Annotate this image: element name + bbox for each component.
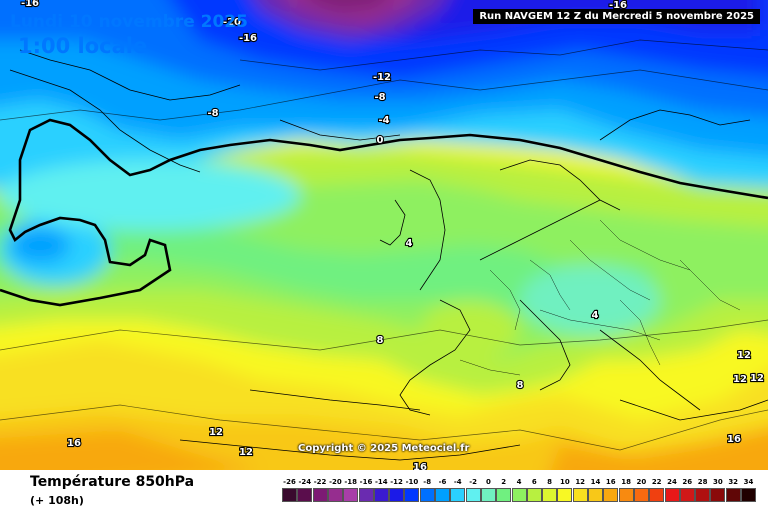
legend-color-swatch	[480, 488, 496, 502]
legend-tick-label: 6	[531, 478, 537, 486]
legend-tick-label: 0	[485, 478, 491, 486]
legend-color-swatch	[312, 488, 328, 502]
legend-tick-label: -4	[453, 478, 462, 486]
legend-tick-label: -20	[329, 478, 342, 486]
legend-tick-label: -18	[344, 478, 358, 486]
legend-color-swatch	[618, 488, 634, 502]
legend-color-swatch	[741, 488, 756, 502]
legend-tick-label: 20	[636, 478, 647, 486]
legend-color-swatch	[603, 488, 619, 502]
legend-color-swatch	[373, 488, 389, 502]
legend-tick-label: 14	[590, 478, 601, 486]
isotherm-label: 4	[592, 310, 599, 321]
isotherm-label: -16	[21, 0, 39, 9]
legend-tick-label: 24	[667, 478, 677, 486]
isotherm-label: 12	[737, 350, 751, 361]
lead-time: (+ 108h)	[30, 494, 84, 507]
legend-tick-label: 30	[713, 478, 723, 486]
isotherm-label: 16	[67, 438, 81, 449]
isotherm-lines	[0, 39, 768, 451]
country-borders	[459, 219, 741, 376]
legend-color-swatch	[725, 488, 741, 502]
isotherm-label: -4	[378, 115, 389, 126]
legend-color-swatch	[664, 488, 680, 502]
legend-color-swatch	[695, 488, 711, 502]
legend-tick-label: -10	[405, 478, 419, 486]
legend-color-swatch	[404, 488, 420, 502]
legend-color-swatch	[419, 488, 435, 502]
legend-color-swatch	[679, 488, 695, 502]
legend-color-swatch	[649, 488, 665, 502]
legend-color-swatch	[572, 488, 588, 502]
legend-color-swatch	[465, 488, 481, 502]
isotherm-label: 16	[413, 462, 427, 470]
isotherm-label: 12	[239, 447, 253, 458]
isotherm-label: 8	[517, 380, 524, 391]
legend-tick-label: -12	[390, 478, 403, 486]
legend-color-swatch	[633, 488, 649, 502]
isotherm-labels: -16 -20 -16 -16 -12 -8 -8 -4 0 4 4 8 8 1…	[20, 0, 765, 470]
temperature-map: -16 -20 -16 -16 -12 -8 -8 -4 0 4 4 8 8 1…	[0, 0, 768, 470]
legend-tick-label: 22	[651, 478, 662, 486]
legend-color-swatch	[496, 488, 512, 502]
legend-tick-label: -14	[374, 478, 388, 486]
legend-tick-label: -24	[298, 478, 312, 486]
isotherm-label: 0	[377, 135, 384, 146]
legend-tick-label: 10	[560, 478, 570, 486]
isotherm-label: 12	[750, 373, 764, 384]
legend-tick-label: 18	[621, 478, 631, 486]
legend-color-swatch	[588, 488, 603, 502]
isotherm-label: 16	[727, 434, 741, 445]
legend-tick-label: -22	[313, 478, 327, 486]
legend-color-swatch	[511, 488, 527, 502]
isotherm-label: 12	[733, 374, 747, 385]
isotherm-label: -12	[373, 72, 391, 83]
legend-tick-label: -8	[423, 478, 432, 486]
copyright-notice: Copyright © 2025 Meteociel.fr	[298, 443, 470, 454]
zero-isotherm	[0, 118, 768, 307]
isotherm-label: -20	[223, 17, 241, 28]
legend-color-swatch	[389, 488, 405, 502]
legend-color-swatch	[297, 488, 313, 502]
legend-tick-label: 8	[547, 478, 553, 486]
legend-tick-label: 32	[728, 478, 739, 486]
isotherm-label: 8	[377, 335, 384, 346]
legend-color-swatch	[435, 488, 450, 502]
legend-tick-label: 26	[682, 478, 693, 486]
isotherm-label: -8	[207, 108, 218, 119]
legend-tick-label: -2	[469, 478, 477, 486]
legend-color-swatch	[450, 488, 466, 502]
isotherm-label: 4	[406, 238, 413, 249]
parameter-title: Température 850hPa	[30, 474, 195, 490]
color-scale-legend: -26 -24 -22 -20 -18 -16 -14 -12 -10 -8 -6 -4 -2 0 2 4 6 8…	[282, 478, 756, 508]
legend-tick-label: -16	[359, 478, 373, 486]
legend-color-swatch	[358, 488, 374, 502]
temperature-field	[0, 0, 768, 470]
legend-color-swatch	[557, 488, 573, 502]
isotherm-label: 12	[209, 427, 223, 438]
legend-color-swatch	[327, 488, 343, 502]
legend-color-swatch	[282, 488, 297, 502]
legend-tick-label: -6	[438, 478, 447, 486]
legend-tick-label: -26	[283, 478, 296, 486]
legend-color-swatch	[542, 488, 558, 502]
legend-tick-label: 12	[575, 478, 586, 486]
legend-tick-label: 34	[743, 478, 754, 486]
legend-tick-label: 2	[501, 478, 507, 486]
legend-color-swatch	[710, 488, 726, 502]
isotherm-label: -16	[239, 33, 257, 44]
model-run-info: Run NAVGEM 12 Z du Mercredi 5 novembre 2…	[473, 9, 760, 24]
legend-color-swatch	[526, 488, 542, 502]
isotherm-label: -8	[374, 92, 385, 103]
legend-tick-label: 4	[516, 478, 522, 486]
forecast-date: Lundi 10 novembre 2025	[10, 12, 248, 32]
legend-tick-label: 16	[605, 478, 616, 486]
legend-tick-label: 28	[697, 478, 708, 486]
forecast-local-time: 1:00 locale	[18, 34, 148, 58]
legend-color-swatch	[343, 488, 359, 502]
coastlines	[9, 49, 768, 461]
